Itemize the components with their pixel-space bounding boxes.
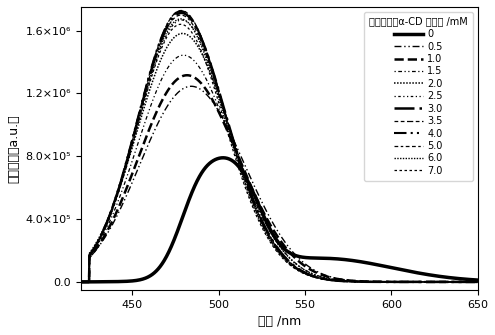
Y-axis label: 发射强度（a.u.）: 发射强度（a.u.）: [7, 114, 20, 183]
X-axis label: 波长 /nm: 波长 /nm: [257, 315, 301, 328]
Legend: 0, 0.5, 1.0, 1.5, 2.0, 2.5, 3.0, 3.5, 4.0, 5.0, 6.0, 7.0: 0, 0.5, 1.0, 1.5, 2.0, 2.5, 3.0, 3.5, 4.…: [364, 12, 473, 181]
